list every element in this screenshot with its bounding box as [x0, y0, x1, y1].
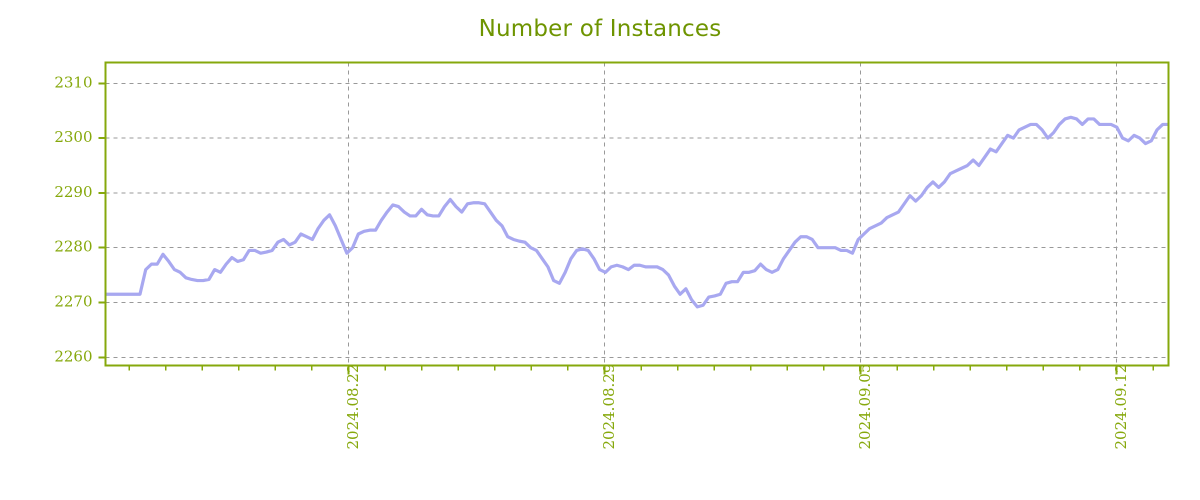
y-tick-label: 2290	[54, 183, 92, 201]
y-tick-label: 2270	[54, 292, 92, 310]
y-axis: 2260 2270 2280 2290 2300 2310	[54, 73, 106, 365]
x-tick-label: 2024.08.22	[344, 364, 362, 450]
y-tick-label: 2260	[54, 347, 92, 365]
x-tick-label: 2024.09.05	[856, 364, 874, 450]
gridlines	[105, 62, 1169, 366]
x-axis: 2024.08.22 2024.08.29 2024.09.05 2024.09.12	[128, 364, 1154, 450]
y-tick-label: 2300	[54, 128, 92, 146]
x-tick-label: 2024.08.29	[600, 364, 618, 450]
y-tick-label: 2310	[54, 73, 92, 91]
plot-frame	[104, 61, 1170, 367]
chart-title: Number of Instances	[478, 16, 722, 42]
data-series-line	[105, 115, 1169, 309]
x-tick-label: 2024.09.12	[1112, 364, 1130, 450]
y-tick-label: 2280	[54, 238, 92, 256]
